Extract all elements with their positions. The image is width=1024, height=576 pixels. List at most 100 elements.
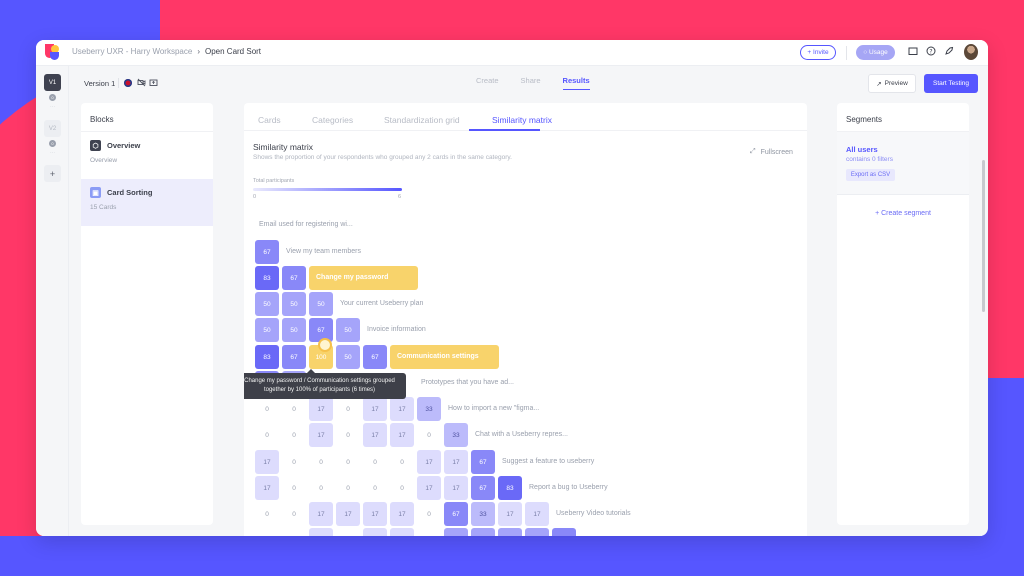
- matrix-cell[interactable]: 0: [265, 510, 269, 518]
- matrix-cell[interactable]: 0: [427, 431, 431, 439]
- matrix-cell[interactable]: 33: [471, 502, 495, 526]
- tab-similarity-matrix[interactable]: Similarity matrix: [492, 115, 552, 125]
- version-v2-count: 0: [49, 140, 56, 147]
- scrollbar-thumb[interactable]: [982, 160, 985, 312]
- matrix-cell[interactable]: 67: [471, 450, 495, 474]
- matrix-cell[interactable]: 0: [427, 510, 431, 518]
- matrix-cell[interactable]: 0: [292, 484, 296, 492]
- matrix-cell[interactable]: 0: [319, 484, 323, 492]
- matrix-cell[interactable]: 67: [255, 240, 279, 264]
- matrix-cell[interactable]: 33: [444, 423, 468, 447]
- matrix-cell[interactable]: 17: [309, 423, 333, 447]
- matrix-cell[interactable]: 17: [417, 450, 441, 474]
- matrix-cell[interactable]: 33: [417, 397, 441, 421]
- matrix-cell[interactable]: 17: [525, 502, 549, 526]
- matrix-cell[interactable]: 83: [255, 266, 279, 290]
- tab-cards[interactable]: Cards: [258, 115, 281, 125]
- matrix-cell[interactable]: 17: [390, 423, 414, 447]
- matrix-cell[interactable]: 17: [309, 397, 333, 421]
- matrix-cell[interactable]: 0: [346, 484, 350, 492]
- help-icon[interactable]: ?: [925, 46, 937, 58]
- export-csv-button[interactable]: Export as CSV: [846, 169, 895, 181]
- matrix-cell[interactable]: 0: [400, 484, 404, 492]
- matrix-cell[interactable]: 17: [444, 450, 468, 474]
- more-icon[interactable]: ···: [50, 104, 55, 110]
- matrix-cell[interactable]: 50: [282, 318, 306, 342]
- matrix-cell[interactable]: 0: [373, 484, 377, 492]
- invite-button[interactable]: + Invite: [800, 45, 836, 60]
- add-version-button[interactable]: +: [44, 165, 61, 182]
- matrix-cell[interactable]: 50: [336, 318, 360, 342]
- matrix-cell[interactable]: 0: [292, 458, 296, 466]
- segment-all-users[interactable]: All users contains 0 filters Export as C…: [837, 132, 969, 195]
- fullscreen-button[interactable]: ⤢ Fullscreen: [750, 148, 793, 156]
- avatar[interactable]: [964, 44, 978, 60]
- matrix-cell[interactable]: 67: [282, 345, 306, 369]
- useberry-logo[interactable]: [45, 44, 61, 62]
- matrix-cell[interactable]: 67: [282, 266, 306, 290]
- rocket-icon[interactable]: [943, 46, 955, 58]
- folder-icon[interactable]: [907, 46, 919, 58]
- matrix-cell[interactable]: [444, 528, 468, 536]
- matrix-cell[interactable]: 17: [363, 502, 387, 526]
- matrix-cell[interactable]: 17: [363, 423, 387, 447]
- usage-button[interactable]: ○ Usage: [856, 45, 895, 60]
- tab-standardization-grid[interactable]: Standardization grid: [384, 115, 460, 125]
- matrix-cell[interactable]: 50: [336, 345, 360, 369]
- matrix-cell[interactable]: 0: [292, 510, 296, 518]
- matrix-cell[interactable]: [525, 528, 549, 536]
- tab-results[interactable]: Results: [562, 76, 590, 90]
- tab-create[interactable]: Create: [476, 76, 499, 85]
- matrix-cell[interactable]: 0: [346, 458, 350, 466]
- tab-share[interactable]: Share: [520, 76, 541, 85]
- matrix-cell[interactable]: 0: [373, 458, 377, 466]
- no-video-icon[interactable]: [136, 78, 146, 88]
- matrix-cell[interactable]: 0: [346, 405, 350, 413]
- version-v1-button[interactable]: V1: [44, 74, 61, 91]
- block-overview[interactable]: ⬡ Overview Overview: [81, 132, 213, 179]
- language-flag-icon[interactable]: [124, 79, 132, 87]
- matrix-cell[interactable]: 0: [292, 431, 296, 439]
- matrix-cell[interactable]: 17: [390, 502, 414, 526]
- matrix-cell[interactable]: 83: [498, 476, 522, 500]
- matrix-cell[interactable]: 83: [255, 345, 279, 369]
- matrix-cell[interactable]: 17: [255, 476, 279, 500]
- scrollbar-track[interactable]: [981, 103, 986, 536]
- more-icon[interactable]: ···: [50, 150, 55, 156]
- matrix-cell[interactable]: 67: [471, 476, 495, 500]
- matrix-cell[interactable]: 50: [255, 318, 279, 342]
- version-v2-button[interactable]: V2: [44, 120, 61, 137]
- matrix-cell[interactable]: [498, 528, 522, 536]
- create-segment-button[interactable]: + Create segment: [875, 210, 931, 217]
- matrix-cell[interactable]: 50: [282, 292, 306, 316]
- matrix-cell[interactable]: 0: [265, 431, 269, 439]
- matrix-cell[interactable]: 17: [444, 476, 468, 500]
- matrix-cell[interactable]: 50: [309, 292, 333, 316]
- breadcrumb-workspace[interactable]: Useberry UXR - Harry Workspace: [72, 47, 193, 56]
- matrix-cell[interactable]: 0: [346, 431, 350, 439]
- matrix-cell[interactable]: 17: [309, 502, 333, 526]
- block-card-sorting[interactable]: ▣ Card Sorting 15 Cards: [81, 179, 213, 226]
- preview-button[interactable]: ↗ Preview: [868, 74, 916, 93]
- matrix-cell[interactable]: [390, 528, 414, 536]
- matrix-cell[interactable]: [309, 528, 333, 536]
- matrix-cell[interactable]: 17: [498, 502, 522, 526]
- matrix-cell[interactable]: 17: [255, 450, 279, 474]
- matrix-cell[interactable]: 17: [363, 397, 387, 421]
- matrix-cell[interactable]: [552, 528, 576, 536]
- matrix-cell[interactable]: [363, 528, 387, 536]
- matrix-cell[interactable]: 0: [265, 405, 269, 413]
- start-testing-button[interactable]: Start Testing: [924, 74, 978, 93]
- matrix-cell[interactable]: [471, 528, 495, 536]
- matrix-cell[interactable]: 17: [336, 502, 360, 526]
- matrix-cell[interactable]: 67: [363, 345, 387, 369]
- matrix-cell[interactable]: 17: [417, 476, 441, 500]
- matrix-cell[interactable]: 50: [255, 292, 279, 316]
- matrix-cell[interactable]: 67: [444, 502, 468, 526]
- matrix-cell[interactable]: 17: [390, 397, 414, 421]
- matrix-cell[interactable]: 0: [319, 458, 323, 466]
- screen-share-icon[interactable]: [148, 78, 158, 88]
- tab-categories[interactable]: Categories: [312, 115, 354, 125]
- matrix-cell[interactable]: 0: [292, 405, 296, 413]
- matrix-cell[interactable]: 0: [400, 458, 404, 466]
